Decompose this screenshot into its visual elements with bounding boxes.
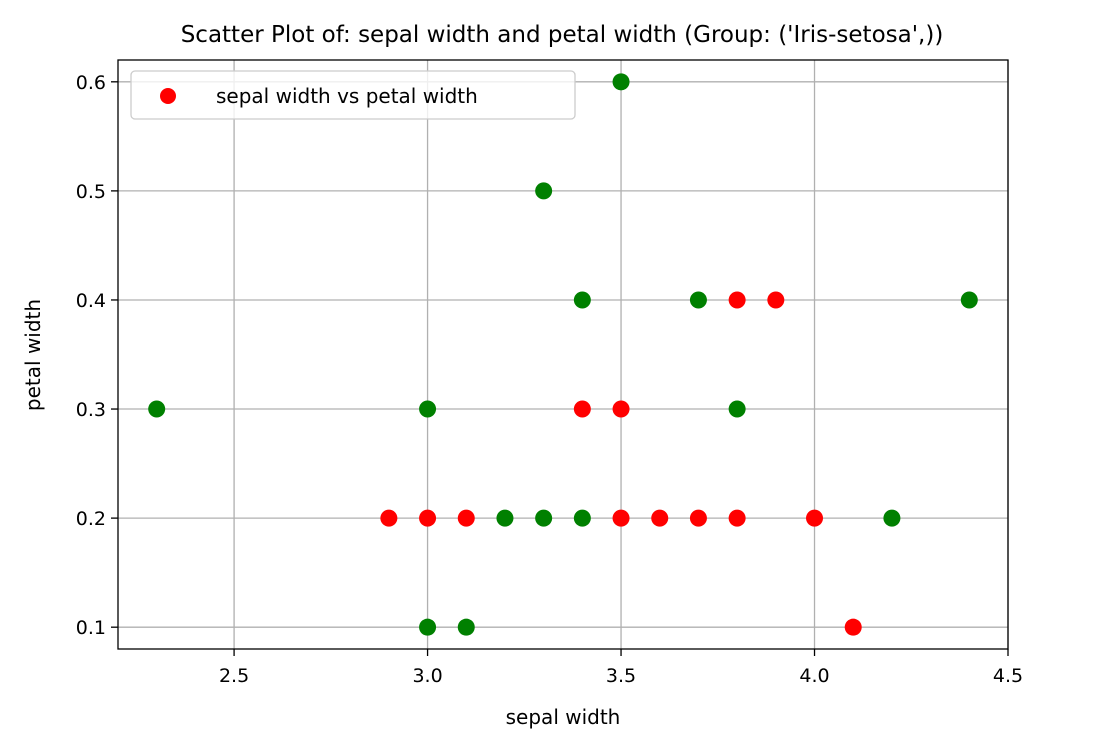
y-tick-label: 0.4 <box>76 290 106 312</box>
y-tick-label: 0.2 <box>76 508 106 530</box>
legend-box <box>130 70 576 120</box>
x-tick-label: 4.0 <box>799 665 829 687</box>
legend-marker <box>160 88 176 104</box>
y-tick-label: 0.6 <box>76 72 106 94</box>
data-point <box>728 400 746 418</box>
legend: sepal width vs petal width <box>130 70 576 120</box>
x-tick-label: 3.5 <box>606 665 636 687</box>
y-tick-label: 0.3 <box>76 399 106 421</box>
data-point <box>573 291 591 309</box>
data-point <box>728 291 746 309</box>
axis-ticks: 2.5 3.0 3.5 4.0 4.5 0.1 0.2 0.3 0.4 0.5 0.6 <box>76 72 1023 687</box>
data-point <box>573 400 591 418</box>
y-axis-label: petal width <box>21 299 45 411</box>
data-point <box>535 182 553 200</box>
data-point <box>457 509 475 527</box>
data-point <box>612 73 630 91</box>
data-point <box>535 509 553 527</box>
x-axis-label: sepal width <box>506 705 621 729</box>
y-tick-label: 0.5 <box>76 181 106 203</box>
data-point <box>457 618 475 636</box>
data-point <box>806 509 824 527</box>
data-point <box>689 291 707 309</box>
data-point <box>883 509 901 527</box>
plot-frame <box>117 59 1009 650</box>
data-point <box>419 400 437 418</box>
y-tick-label: 0.1 <box>76 617 106 639</box>
data-point <box>148 400 166 418</box>
data-point <box>767 291 785 309</box>
data-point <box>651 509 669 527</box>
data-point <box>573 509 591 527</box>
data-point <box>380 509 398 527</box>
chart-title: Scatter Plot of: sepal width and petal w… <box>181 22 944 48</box>
data-point <box>419 509 437 527</box>
data-point <box>728 509 746 527</box>
data-point <box>689 509 707 527</box>
data-point <box>844 618 862 636</box>
data-point <box>419 618 437 636</box>
data-points <box>148 73 978 636</box>
data-point <box>960 291 978 309</box>
data-point <box>496 509 514 527</box>
x-tick-label: 3.0 <box>412 665 442 687</box>
legend-label: sepal width vs petal width <box>216 84 478 108</box>
data-point <box>612 509 630 527</box>
x-tick-label: 2.5 <box>219 665 249 687</box>
x-tick-label: 4.5 <box>993 665 1023 687</box>
data-point <box>612 400 630 418</box>
grid-lines <box>118 60 1009 649</box>
